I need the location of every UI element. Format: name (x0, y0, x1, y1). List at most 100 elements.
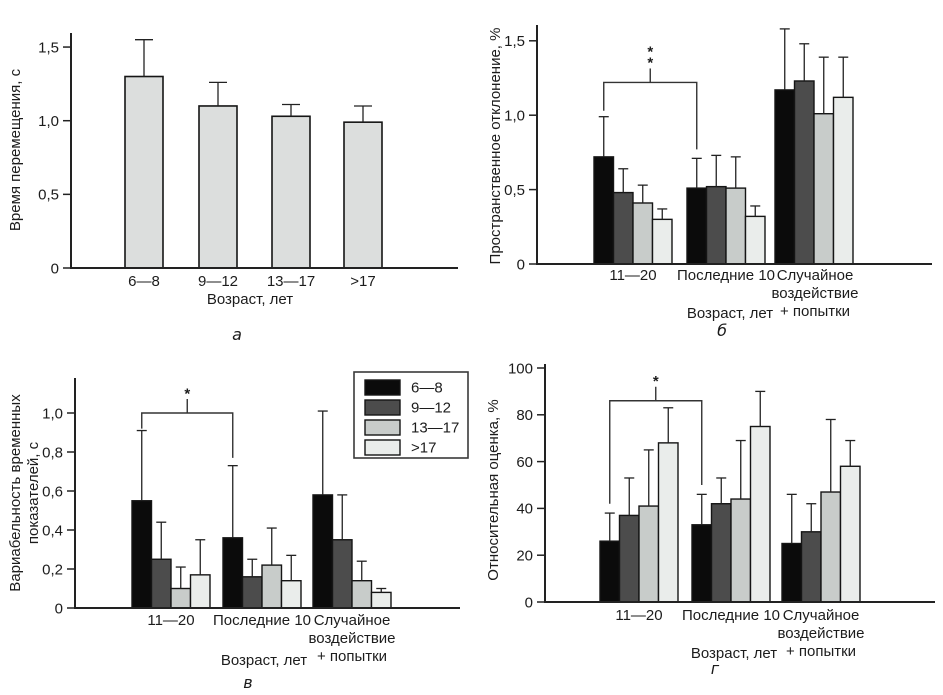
chart-a: 0 0,5 1,0 1,5 6—8 9—12 13—17 >17 Возраст, лет Вре… (0, 0, 465, 348)
x-category-label: + попытки (317, 648, 387, 665)
panel-label-v: в (243, 673, 253, 692)
bar (241, 576, 263, 609)
x-category-label: 11—20 (147, 612, 194, 629)
chart-svg-a: 0 0,5 1,0 1,5 6—8 9—12 13—17 >17 Возраст, лет Вре… (7, 33, 458, 308)
panel-label-b: б (717, 321, 727, 340)
legend-label: 6—8 (411, 380, 443, 397)
x-category-label: + попытки (786, 643, 856, 660)
bar (749, 425, 771, 603)
x-category-label: 11—20 (609, 267, 656, 284)
bar (370, 591, 392, 609)
legend-label: 9—12 (411, 400, 451, 417)
x-category-label: воздействие (308, 630, 395, 647)
x-category-label: Случайное (777, 267, 854, 284)
x-axis-title: Возраст, лет (221, 652, 307, 669)
y-tick-label: 0,6 (42, 483, 63, 500)
bar (839, 465, 861, 603)
bar (686, 187, 708, 265)
y-axis-title: Пространственное отклонение, % (487, 28, 504, 265)
bar (593, 156, 615, 265)
x-category-label: Последние 10 (213, 612, 311, 629)
legend-swatch (364, 379, 401, 396)
bar (189, 574, 211, 609)
bar (710, 503, 732, 603)
y-axis-title: Относительная оценка, % (485, 399, 502, 580)
bar (280, 579, 302, 609)
panel-label-a: а (232, 325, 242, 344)
bar (774, 89, 796, 265)
significance-bracket (141, 412, 234, 458)
significance-asterisk: * (647, 55, 653, 72)
chart-g: 0 20 40 60 80 100 11—20 Последние 10 Случайное во… (470, 350, 943, 695)
bar (618, 514, 640, 603)
chart-svg-g: 0 20 40 60 80 100 11—20 Последние 10 Случайноево… (485, 360, 935, 662)
x-category-label: Последние 10 (682, 607, 780, 624)
chart-svg-b: 0 0,5 1,0 1,5 11—20 Последние 10 Случайноевозд… (487, 25, 932, 322)
legend-swatch (364, 439, 401, 456)
bar (150, 558, 172, 609)
y-tick-label: 0 (517, 256, 525, 273)
panel-b: 0 0,5 1,0 1,5 11—20 Последние 10 Случайное возд… (470, 0, 943, 348)
chart-b: 0 0,5 1,0 1,5 11—20 Последние 10 Случайное возд… (470, 0, 943, 348)
bar (705, 185, 727, 265)
y-tick-label: 1,0 (42, 405, 63, 422)
x-category-label: Случайное (314, 612, 391, 629)
panel-g: 0 20 40 60 80 100 11—20 Последние 10 Случайное во… (470, 350, 943, 695)
legend-label: 13—17 (411, 420, 459, 437)
bar (820, 491, 842, 603)
y-tick-label: 100 (508, 360, 533, 377)
bar (793, 80, 815, 265)
bar (124, 75, 164, 269)
significance-asterisk: * (184, 385, 190, 402)
y-tick-label: 0,2 (42, 561, 63, 578)
x-axis-title: Возраст, лет (691, 645, 777, 662)
y-tick-label: 1,0 (504, 107, 525, 124)
bar (331, 539, 353, 609)
panel-v: 0 0,2 0,4 0,6 0,8 1,0 11—20 Последние 10 Случайн… (0, 350, 470, 695)
bar (261, 564, 283, 609)
significance-asterisk: * (647, 44, 653, 61)
y-tick-label: 80 (516, 407, 533, 424)
x-category-label: воздействие (777, 625, 864, 642)
y-axis-title: Вариабельность временных (7, 394, 24, 592)
y-tick-label: 0 (55, 600, 63, 617)
bar (198, 105, 238, 269)
legend-swatch (364, 419, 401, 436)
bar (800, 531, 822, 603)
significance-bracket (609, 400, 703, 504)
y-tick-label: 20 (516, 547, 533, 564)
x-category-label: 11—20 (615, 607, 662, 624)
y-tick-label: 0,5 (504, 182, 525, 199)
y-tick-label: 0 (525, 594, 533, 611)
bar (351, 579, 373, 609)
bar (813, 113, 835, 265)
y-axis-title: показателей, с (25, 441, 42, 544)
x-category-label: + попытки (780, 303, 850, 320)
bar (657, 442, 679, 603)
bar (730, 498, 752, 603)
legend-label: >17 (411, 440, 436, 457)
significance-asterisk: * (653, 373, 659, 390)
bar (343, 121, 383, 269)
x-category-label: >17 (350, 273, 375, 290)
x-category-label: Последние 10 (677, 267, 775, 284)
significance-bracket (603, 81, 698, 150)
x-axis-title: Возраст, лет (207, 291, 293, 308)
y-axis-title: Время перемещения, с (7, 68, 24, 231)
y-tick-label: 1,5 (38, 39, 59, 56)
bar (781, 542, 803, 603)
x-category-label: 13—17 (267, 273, 315, 290)
y-tick-label: 0,4 (42, 522, 63, 539)
y-tick-label: 60 (516, 454, 533, 471)
y-tick-label: 0 (51, 260, 59, 277)
bar (832, 96, 854, 265)
bar (691, 524, 713, 603)
bar (651, 218, 673, 265)
bar (599, 540, 621, 603)
bar (744, 215, 766, 265)
panel-a: 0 0,5 1,0 1,5 6—8 9—12 13—17 >17 Возраст, лет Вре… (0, 0, 465, 348)
y-tick-label: 0,5 (38, 187, 59, 204)
y-tick-label: 1,5 (504, 33, 525, 50)
x-category-label: 9—12 (198, 273, 238, 290)
